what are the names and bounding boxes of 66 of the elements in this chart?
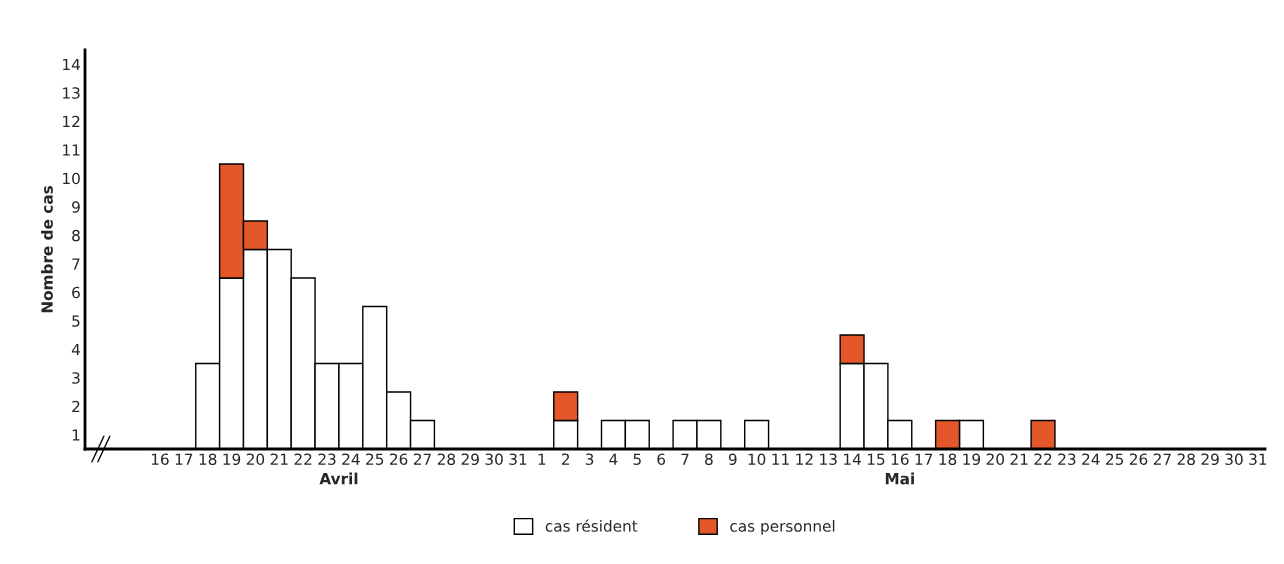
x-tick-label: 22 xyxy=(1034,453,1052,465)
x-tick-label: 19 xyxy=(963,453,981,465)
y-tick-label: 5 xyxy=(72,315,80,327)
x-tick-label: 10 xyxy=(748,453,766,465)
y-tick-label: 11 xyxy=(63,144,80,156)
y-tick-label: 10 xyxy=(63,172,80,185)
x-tick-label: 3 xyxy=(585,453,594,465)
x-tick-label: 28 xyxy=(1177,453,1195,465)
x-tick-label: 29 xyxy=(461,453,479,465)
x-tick-label: 31 xyxy=(509,453,527,465)
y-tick-label: 8 xyxy=(72,229,80,242)
x-tick-label: 5 xyxy=(633,453,641,465)
y-tick-label: 1 xyxy=(72,429,80,441)
y-tick-label: 3 xyxy=(72,372,80,384)
y-axis-title: Nombre de cas xyxy=(41,186,53,313)
y-tick-label: 2 xyxy=(72,400,80,413)
x-tick-label: 1 xyxy=(538,453,546,465)
x-tick-label: 26 xyxy=(1129,453,1148,465)
x-tick-label: 17 xyxy=(175,453,193,465)
x-tick-label: 27 xyxy=(1153,453,1171,465)
x-tick-label: 13 xyxy=(820,453,837,465)
x-tick-label: 30 xyxy=(1225,453,1243,465)
x-tick-label: 14 xyxy=(844,453,861,465)
x-tick-label: 8 xyxy=(705,453,713,465)
x-tick-label: 20 xyxy=(246,453,265,465)
x-tick-label: 18 xyxy=(199,453,217,465)
x-tick-label: 16 xyxy=(891,453,909,465)
y-tick-label: 4 xyxy=(71,343,80,356)
legend-label: cas résident xyxy=(545,519,638,532)
y-tick-label: 7 xyxy=(72,258,80,270)
x-tick-label: 12 xyxy=(796,453,813,465)
text: Mai xyxy=(885,472,914,485)
y-tick-label: 13 xyxy=(63,87,80,99)
x-tick-label: 26 xyxy=(390,453,408,465)
x-tick-label: 16 xyxy=(151,453,169,465)
x-tick-label: 4 xyxy=(609,453,618,465)
y-tick-label: 14 xyxy=(63,58,80,71)
x-tick-label: 24 xyxy=(342,453,360,465)
x-tick-label: 18 xyxy=(939,453,957,465)
x-tick-label: 31 xyxy=(1249,453,1267,465)
x-tick-label: 30 xyxy=(485,453,503,465)
x-tick-label: 25 xyxy=(366,453,384,465)
x-tick-label: 6 xyxy=(657,453,666,465)
x-tick-label: 21 xyxy=(1010,453,1028,465)
x-tick-label: 9 xyxy=(728,453,737,465)
x-tick-label: 27 xyxy=(413,453,431,465)
y-tick-label: 9 xyxy=(72,201,80,213)
legend-label: cas personnel xyxy=(730,519,835,535)
x-tick-label: 7 xyxy=(681,453,689,465)
x-tick-label: 15 xyxy=(867,453,885,465)
x-tick-label: 25 xyxy=(1106,453,1124,465)
x-tick-label: 21 xyxy=(270,453,288,465)
x-tick-label: 28 xyxy=(437,453,456,465)
text: Avril xyxy=(319,472,358,485)
x-tick-label: 24 xyxy=(1082,453,1100,465)
x-tick-label: 11 xyxy=(772,453,789,465)
x-tick-label: 23 xyxy=(1058,453,1076,465)
x-tick-label: 29 xyxy=(1201,453,1219,465)
x-tick-label: 19 xyxy=(223,453,241,465)
x-tick-label: 20 xyxy=(986,453,1005,465)
x-tick-label: 17 xyxy=(915,453,933,465)
y-tick-label: 6 xyxy=(72,286,80,299)
x-tick-label: 23 xyxy=(318,453,336,465)
x-tick-label: 2 xyxy=(561,453,570,465)
y-tick-label: 12 xyxy=(63,115,80,128)
x-tick-label: 22 xyxy=(294,453,312,465)
